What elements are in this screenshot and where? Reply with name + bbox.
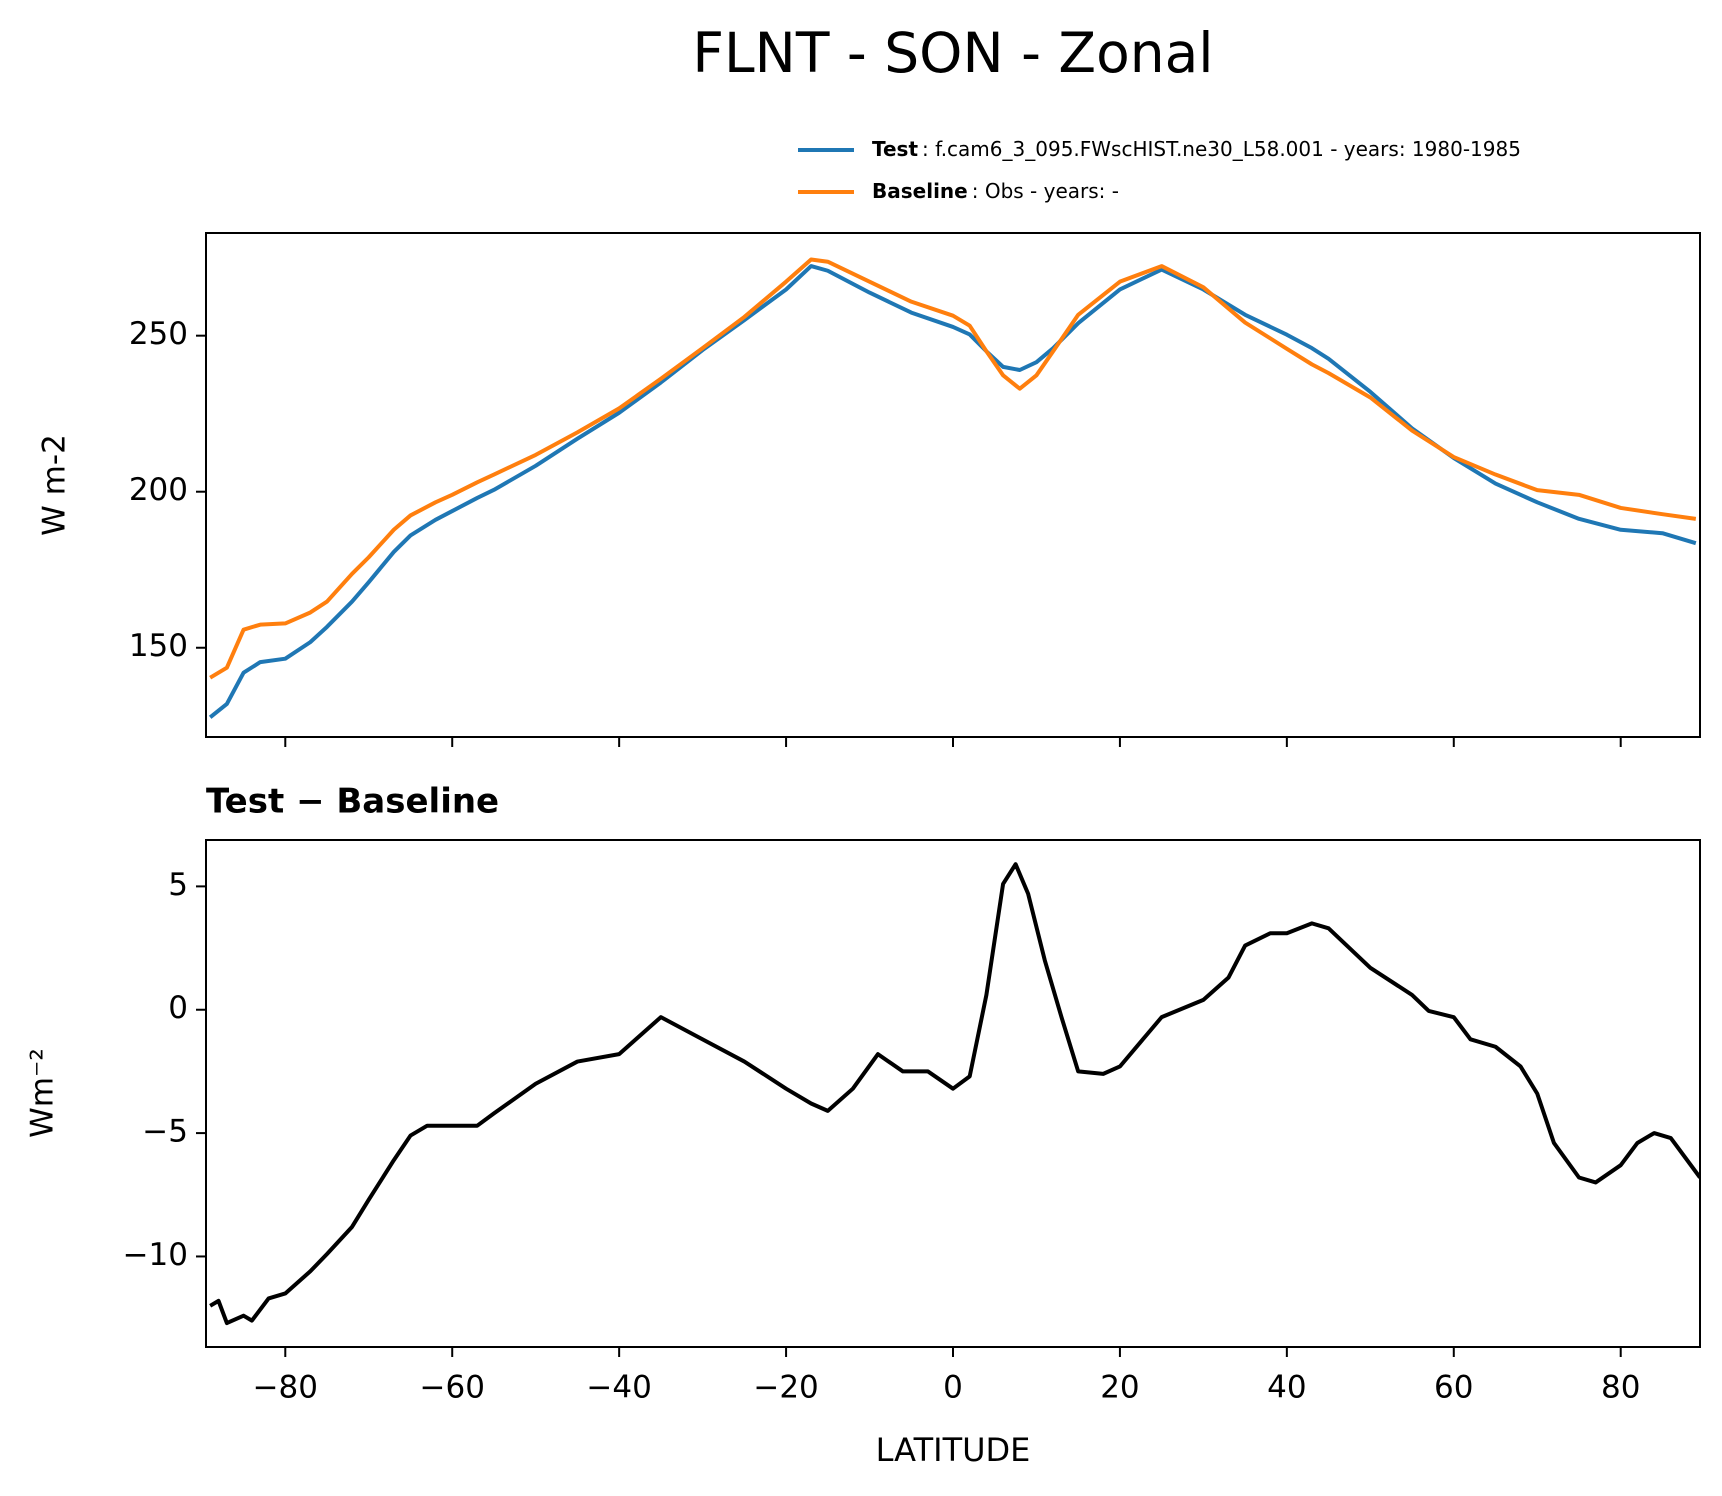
x-tick-label: 60 [1434,1370,1473,1406]
legend-name: Test [872,137,918,161]
x-tick-label: −20 [753,1370,818,1406]
y-tick-label: 5 [168,867,188,903]
legend-description: : Obs - years: - [972,179,1119,203]
axes-frame [205,232,1701,738]
x-tick-label: 0 [943,1370,963,1406]
x-tick-label: −40 [586,1370,651,1406]
y-tick-label: 0 [168,990,188,1026]
x-tick-label: 20 [1100,1370,1139,1406]
x-tick-label: −80 [253,1370,318,1406]
panel-title: Test − Baseline [206,782,499,822]
y-tick-label: −10 [123,1237,188,1273]
legend-description: : f.cam6_3_095.FWscHIST.ne30_L58.001 - y… [922,137,1521,161]
x-tick-label: 40 [1267,1370,1306,1406]
data-line [209,257,1697,680]
y-axis-label: W m-2 [37,434,73,536]
legend-name: Baseline [872,179,968,203]
y-tick-label: 250 [129,316,188,352]
y-tick-label: 200 [129,472,188,508]
figure-title: FLNT - SON - Zonal [692,21,1213,85]
x-axis-label: LATITUDE [876,1431,1031,1469]
legend-entry: Baseline: Obs - years: - [872,179,1119,203]
data-line [209,862,1700,1326]
y-tick-label: −5 [142,1114,188,1150]
data-line [208,264,1697,719]
x-tick-label: 80 [1601,1370,1640,1406]
axes-frame [205,839,1701,1348]
y-axis-label: Wm⁻² [25,1048,61,1138]
x-tick-label: −60 [420,1370,485,1406]
y-tick-label: 150 [129,628,188,664]
legend-entry: Test: f.cam6_3_095.FWscHIST.ne30_L58.001… [872,137,1521,161]
